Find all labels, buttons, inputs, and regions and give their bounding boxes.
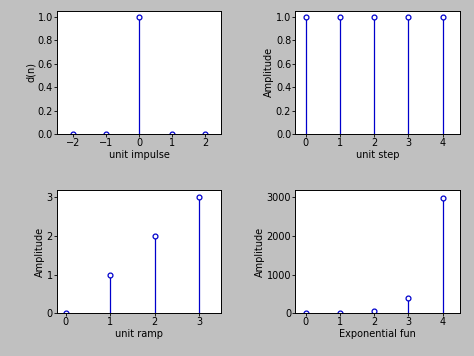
- Y-axis label: Amplitude: Amplitude: [264, 47, 274, 98]
- Y-axis label: Amplitude: Amplitude: [255, 226, 265, 277]
- X-axis label: unit impulse: unit impulse: [109, 150, 170, 160]
- X-axis label: unit step: unit step: [356, 150, 399, 160]
- Y-axis label: d(n): d(n): [26, 62, 36, 83]
- X-axis label: Exponential fun: Exponential fun: [339, 329, 416, 339]
- X-axis label: unit ramp: unit ramp: [115, 329, 163, 339]
- Y-axis label: Amplitude: Amplitude: [35, 226, 45, 277]
